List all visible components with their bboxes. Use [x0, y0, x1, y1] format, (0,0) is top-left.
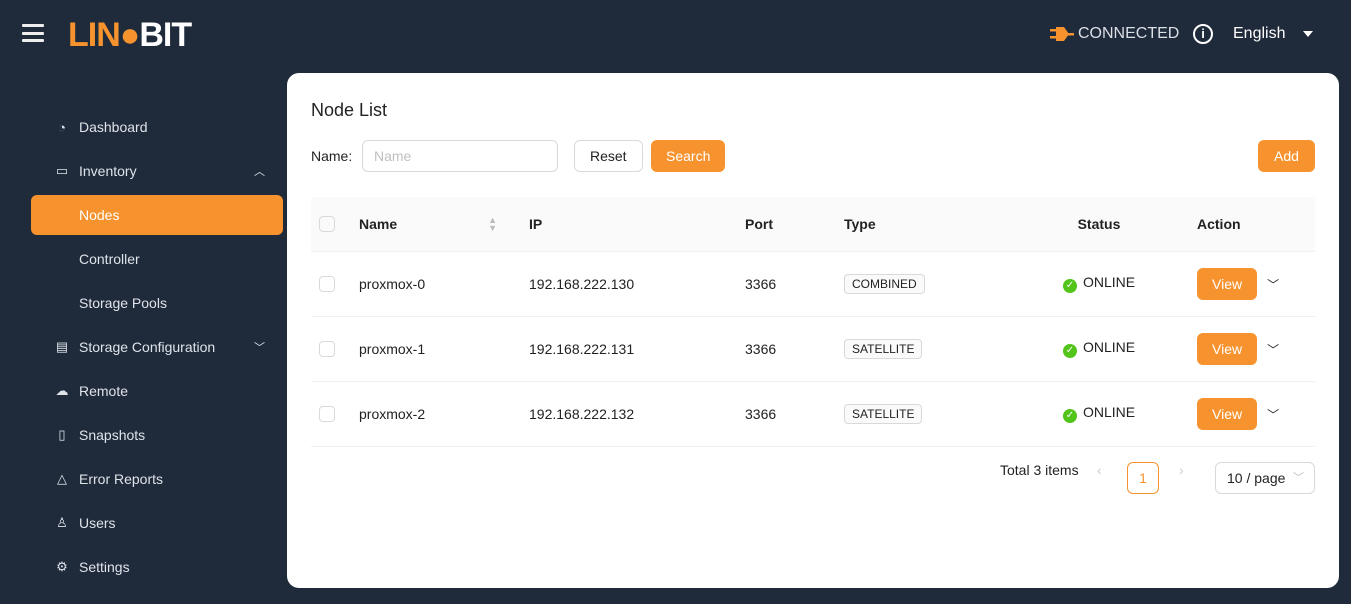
sidebar-item-snapshots[interactable]: ▯ Snapshots: [31, 413, 283, 457]
table-row: proxmox-1 192.168.222.131 3366 SATELLITE…: [311, 316, 1315, 382]
main-panel: Node List Name: Reset Search Add Name▲▼ …: [287, 73, 1339, 588]
status-text: CONNECTED: [1078, 25, 1180, 42]
column-name[interactable]: Name ▲ ▼: [359, 197, 513, 252]
node-port: 3366: [729, 381, 828, 447]
check-circle-icon: ✓: [1062, 279, 1077, 293]
sidebar-item-inventory[interactable]: ▭ Inventory ︿: [55, 163, 265, 179]
sort-icon[interactable]: ▲ ▼: [488, 214, 497, 233]
page-1[interactable]: 1: [1127, 462, 1159, 494]
status-badge: ✓ ONLINE: [1017, 251, 1181, 317]
node-name: proxmox-2: [359, 381, 513, 447]
chevron-down-icon[interactable]: ﹀: [1267, 342, 1280, 357]
warning-icon: △: [57, 471, 67, 486]
chevron-down-icon[interactable]: ﹀: [1267, 277, 1280, 292]
chevron-up-icon: ︿: [254, 166, 265, 178]
type-tag: SATELLITE: [844, 338, 923, 359]
column-port: Port: [729, 197, 828, 252]
column-action: Action: [1181, 197, 1315, 252]
name-input[interactable]: [362, 140, 558, 172]
sidebar-item-nodes[interactable]: Nodes: [31, 195, 283, 235]
next-page-icon[interactable]: ›: [1179, 462, 1184, 478]
sidebar-item-storage-configuration[interactable]: ▤ Storage Configuration ﹀: [55, 339, 265, 355]
sidebar-item-users[interactable]: ♙ Users: [31, 501, 283, 545]
language-select[interactable]: English: [1233, 25, 1286, 42]
connection-status: CONNECTED: [1050, 25, 1179, 43]
sidebar-item-controller[interactable]: Controller: [79, 251, 140, 267]
sidebar-item-storage-pools[interactable]: Storage Pools: [79, 295, 167, 311]
table-row: proxmox-0 192.168.222.130 3366 COMBINED …: [311, 251, 1315, 317]
sidebar-item-remote[interactable]: ☁ Remote: [55, 383, 129, 399]
type-tag: SATELLITE: [844, 403, 923, 424]
search-button[interactable]: Search: [651, 140, 726, 172]
top-bar: LIN●BIT CONNECTED i English: [0, 0, 1351, 68]
type-tag: COMBINED: [844, 273, 925, 294]
column-type: Type: [828, 197, 1017, 252]
node-port: 3366: [729, 251, 828, 317]
view-button[interactable]: View: [1197, 332, 1258, 365]
info-icon[interactable]: i: [1193, 24, 1213, 44]
add-button[interactable]: Add: [1258, 140, 1315, 172]
page-title: Node List: [311, 100, 388, 120]
sidebar-item-dashboard[interactable]: ◔ Dashboard: [31, 105, 283, 149]
select-all-checkbox[interactable]: [319, 216, 335, 233]
view-button[interactable]: View: [1197, 267, 1258, 300]
column-status: Status: [1017, 197, 1181, 252]
row-checkbox[interactable]: [319, 276, 335, 293]
node-name: proxmox-0: [359, 251, 513, 317]
chevron-down-icon: ﹀: [254, 342, 265, 354]
sidebar-item-settings[interactable]: ⚙ Settings: [31, 545, 283, 589]
name-label: Name:: [311, 148, 353, 164]
user-icon: ♙: [56, 515, 68, 530]
plug-icon: [1050, 27, 1074, 41]
cloud-icon: ☁: [55, 383, 69, 398]
sidebar-item-error-reports[interactable]: △ Error Reports: [31, 457, 283, 501]
status-badge: ✓ ONLINE: [1017, 316, 1181, 382]
node-ip: 192.168.222.132: [513, 381, 729, 447]
reset-button[interactable]: Reset: [574, 140, 643, 172]
node-ip: 192.168.222.131: [513, 316, 729, 382]
gear-icon: ⚙: [56, 559, 68, 574]
chevron-down-icon[interactable]: ﹀: [1267, 407, 1280, 422]
check-circle-icon: ✓: [1062, 344, 1077, 358]
chevron-down-icon: ﹀: [1293, 472, 1304, 484]
prev-page-icon[interactable]: ‹: [1097, 462, 1102, 478]
pie-chart-icon: ◔: [58, 119, 66, 135]
column-ip: IP: [513, 197, 729, 252]
total-items: Total 3 items: [1000, 462, 1079, 478]
file-icon: ▯: [58, 427, 66, 442]
row-checkbox[interactable]: [319, 406, 335, 423]
node-port: 3366: [729, 316, 828, 382]
caret-down-icon[interactable]: [1303, 31, 1313, 37]
sidebar: ◔ Dashboard ▭ Inventory ︿ Nodes Controller …: [31, 105, 283, 589]
node-table: Name ▲ ▼ IP Port Type Status Action proxmo…: [311, 197, 1315, 447]
page-size-select[interactable]: 10 / page ﹀: [1215, 462, 1315, 494]
desktop-icon: ▭: [55, 163, 69, 178]
view-button[interactable]: View: [1197, 397, 1258, 430]
node-name: proxmox-1: [359, 316, 513, 382]
node-ip: 192.168.222.130: [513, 251, 729, 317]
status-badge: ✓ ONLINE: [1017, 381, 1181, 447]
check-circle-icon: ✓: [1062, 409, 1077, 423]
row-checkbox[interactable]: [319, 341, 335, 358]
table-row: proxmox-2 192.168.222.132 3366 SATELLITE…: [311, 381, 1315, 447]
linbit-logo: LIN●BIT: [68, 16, 192, 54]
menu-icon[interactable]: [22, 24, 44, 42]
database-icon: ▤: [55, 339, 69, 354]
